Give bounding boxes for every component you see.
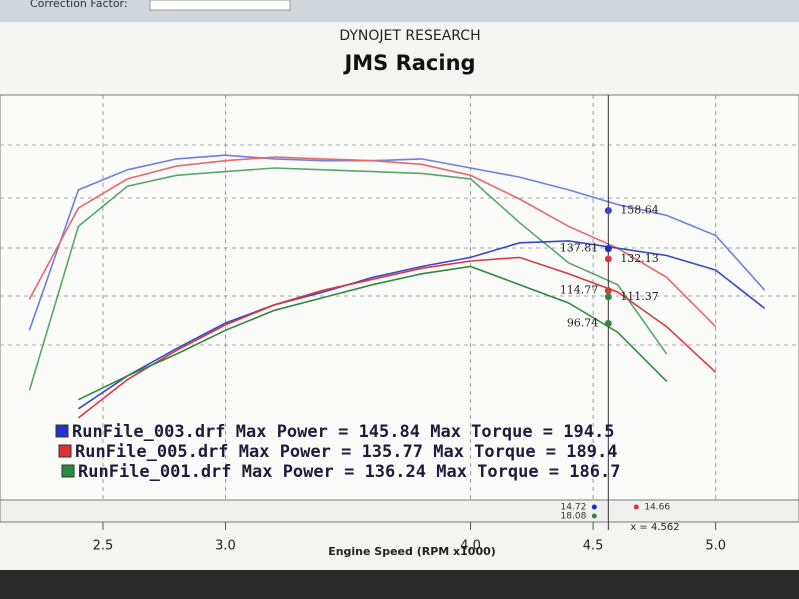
curve: [28, 156, 717, 328]
afr-label: 18.08: [561, 512, 587, 522]
x-tick-label: 4.5: [583, 539, 604, 554]
readout-label: 111.37: [620, 290, 659, 303]
readout-dot: [604, 320, 612, 328]
bezel: [0, 570, 799, 599]
x-axis-label: Engine Speed (RPM x1000): [328, 545, 496, 558]
curve: [28, 167, 668, 391]
afr-label: 14.72: [561, 503, 587, 513]
legend-text: RunFile_005.drf Max Power = 135.77 Max T…: [75, 442, 617, 462]
readout-dot: [604, 287, 612, 295]
toolbar-label: Correction Factor:: [30, 0, 128, 10]
readout-label: 96.74: [567, 317, 599, 330]
x-tick-label: 3.0: [215, 539, 236, 554]
x-tick-label: 2.5: [93, 539, 114, 554]
readout-dot: [604, 255, 612, 263]
readout-dot: [604, 293, 612, 301]
readout-dot: [604, 207, 612, 215]
curve: [78, 265, 668, 401]
cursor-label: x = 4.562: [630, 522, 679, 533]
x-tick-label: 4.0: [460, 539, 481, 554]
x-tick-label: 5.0: [705, 539, 726, 554]
readout-dot: [604, 245, 612, 253]
chart-subtitle: JMS Racing: [342, 51, 475, 75]
chart-title: DYNOJET RESEARCH: [339, 28, 480, 44]
readout-label: 158.64: [620, 204, 659, 217]
legend-text: RunFile_001.drf Max Power = 136.24 Max T…: [78, 462, 620, 482]
readout-label: 132.13: [620, 252, 659, 265]
afr-label: 14.66: [644, 503, 670, 513]
legend-swatch: [61, 464, 75, 478]
legend-swatch: [55, 424, 69, 438]
afr-dot: [591, 513, 597, 519]
afr-subplot: [0, 499, 799, 523]
readout-label: 114.77: [560, 284, 599, 297]
dropdown[interactable]: [149, 0, 291, 11]
h-grid: [0, 144, 799, 346]
curve: [77, 240, 766, 410]
afr-dot: [591, 504, 597, 510]
afr-dot: [633, 504, 639, 510]
legend-swatch: [58, 444, 72, 458]
curve: [28, 154, 766, 331]
legend-text: RunFile_003.drf Max Power = 145.84 Max T…: [72, 422, 614, 442]
readout-label: 137.81: [560, 242, 599, 255]
